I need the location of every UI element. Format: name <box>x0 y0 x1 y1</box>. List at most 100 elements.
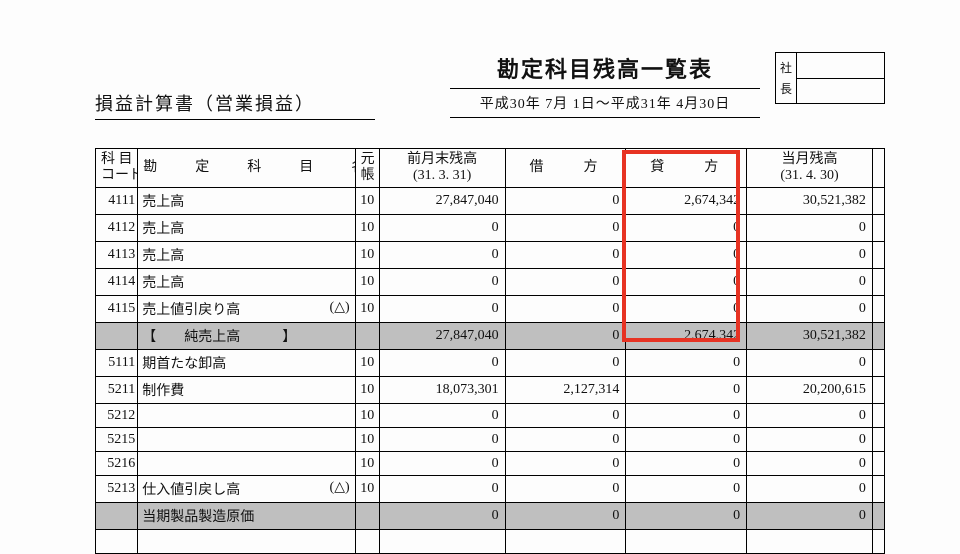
cell-name: 当期製品製造原価 <box>138 503 355 530</box>
cell-tail <box>872 296 884 323</box>
cell-tail <box>872 215 884 242</box>
cell-current: 30,521,382 <box>747 323 873 350</box>
cell-current: 0 <box>747 452 873 476</box>
cell-credit: 2,674,342 <box>626 323 747 350</box>
cell-gencho: 10 <box>355 296 379 323</box>
cell-prev: 0 <box>379 476 505 503</box>
approval-label-bottom: 長 <box>778 83 794 95</box>
period-line: 平成30年 7月 1日～平成31年 4月30日 <box>450 88 760 118</box>
document-header: 損益計算書（営業損益） 勘定科目残高一覧表 平成30年 7月 1日～平成31年 … <box>95 60 885 120</box>
cell-code: 5212 <box>96 404 138 428</box>
table-row: 4111売上高1027,847,04002,674,34230,521,382 <box>96 188 885 215</box>
approval-label-top: 社 <box>778 62 794 74</box>
table-row: 4113売上高100000 <box>96 242 885 269</box>
cell-prev: 0 <box>379 452 505 476</box>
cell-prev: 27,847,040 <box>379 323 505 350</box>
cell-code: 4112 <box>96 215 138 242</box>
cell-debit: 0 <box>505 242 626 269</box>
cell-gencho: 10 <box>355 350 379 377</box>
cell-gencho <box>355 530 379 554</box>
cell-code: 5111 <box>96 350 138 377</box>
cell-credit: 0 <box>626 269 747 296</box>
cell-credit: 0 <box>626 503 747 530</box>
cell-prev <box>379 530 505 554</box>
cell-gencho: 10 <box>355 452 379 476</box>
cell-current: 0 <box>747 215 873 242</box>
cell-prev: 0 <box>379 428 505 452</box>
cell-prev: 0 <box>379 350 505 377</box>
header-row: 科 目コード 勘 定 科 目 名 元帳 前月末残高(31. 3. 31) 借 方… <box>96 149 885 188</box>
main-title: 勘定科目残高一覧表 <box>450 52 760 84</box>
cell-prev: 27,847,040 <box>379 188 505 215</box>
cell-prev: 0 <box>379 269 505 296</box>
cell-gencho: 10 <box>355 215 379 242</box>
cell-name <box>138 404 355 428</box>
cell-current: 0 <box>747 428 873 452</box>
cell-name <box>138 428 355 452</box>
cell-credit: 0 <box>626 296 747 323</box>
cell-gencho: 10 <box>355 428 379 452</box>
cell-name: 売上高 <box>138 242 355 269</box>
col-account-name: 勘 定 科 目 名 <box>138 149 355 188</box>
table-row: 当期製品製造原価0000 <box>96 503 885 530</box>
cell-gencho <box>355 503 379 530</box>
cell-gencho <box>355 323 379 350</box>
col-credit: 貸 方 <box>626 149 747 188</box>
col-current-balance: 当月残高(31. 4. 30) <box>747 149 873 188</box>
cell-tail <box>872 428 884 452</box>
cell-credit: 2,674,342 <box>626 188 747 215</box>
table-row: 4114売上高100000 <box>96 269 885 296</box>
cell-tail <box>872 350 884 377</box>
cell-current: 0 <box>747 404 873 428</box>
cell-code: 5216 <box>96 452 138 476</box>
cell-credit <box>626 530 747 554</box>
cell-tail <box>872 242 884 269</box>
cell-debit <box>505 530 626 554</box>
cell-prev: 0 <box>379 404 505 428</box>
cell-tail <box>872 323 884 350</box>
cell-prev: 0 <box>379 296 505 323</box>
cell-debit: 0 <box>505 503 626 530</box>
cell-debit: 0 <box>505 350 626 377</box>
cell-credit: 0 <box>626 377 747 404</box>
table-row: 5212100000 <box>96 404 885 428</box>
cell-code <box>96 503 138 530</box>
cell-current: 0 <box>747 476 873 503</box>
cell-debit: 0 <box>505 404 626 428</box>
cell-tail <box>872 476 884 503</box>
cell-tail <box>872 377 884 404</box>
cell-current: 0 <box>747 269 873 296</box>
cell-code: 5213 <box>96 476 138 503</box>
cell-tail <box>872 503 884 530</box>
cell-debit: 0 <box>505 269 626 296</box>
cell-tail <box>872 188 884 215</box>
table-row: 5111期首たな卸高100000 <box>96 350 885 377</box>
cell-current: 0 <box>747 350 873 377</box>
cell-credit: 0 <box>626 350 747 377</box>
cell-tail <box>872 530 884 554</box>
cell-tail <box>872 404 884 428</box>
table-row: 4115売上値引戻り高(△)100000 <box>96 296 885 323</box>
cell-debit: 2,127,314 <box>505 377 626 404</box>
cell-current: 20,200,615 <box>747 377 873 404</box>
cell-credit: 0 <box>626 404 747 428</box>
cell-name: 売上高 <box>138 188 355 215</box>
cell-gencho: 10 <box>355 188 379 215</box>
cell-gencho: 10 <box>355 404 379 428</box>
table-row: 4112売上高100000 <box>96 215 885 242</box>
cell-credit: 0 <box>626 215 747 242</box>
cell-name: 期首たな卸高 <box>138 350 355 377</box>
cell-gencho: 10 <box>355 242 379 269</box>
table-row: 【 純売上高 】27,847,04002,674,34230,521,382 <box>96 323 885 350</box>
cell-name: 制作費 <box>138 377 355 404</box>
cell-gencho: 10 <box>355 476 379 503</box>
cell-credit: 0 <box>626 428 747 452</box>
cell-credit: 0 <box>626 476 747 503</box>
table-row: 5211制作費1018,073,3012,127,314020,200,615 <box>96 377 885 404</box>
cell-name: 【 純売上高 】 <box>138 323 355 350</box>
cell-current: 30,521,382 <box>747 188 873 215</box>
cell-current <box>747 530 873 554</box>
cell-name: 仕入値引戻し高(△) <box>138 476 355 503</box>
cell-prev: 0 <box>379 242 505 269</box>
cell-gencho: 10 <box>355 269 379 296</box>
